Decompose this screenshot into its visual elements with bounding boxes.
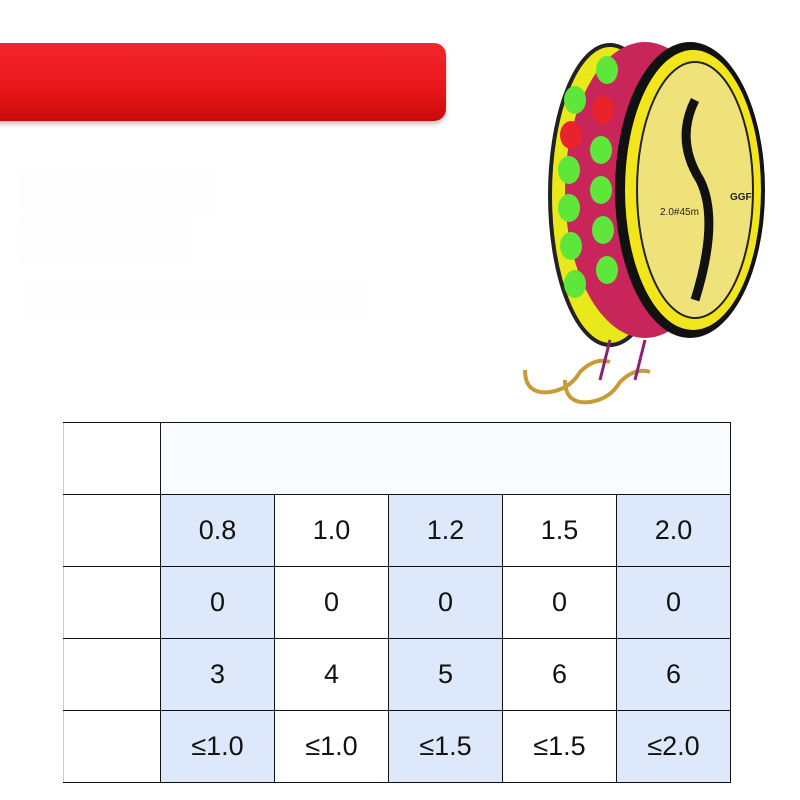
table-cell: 5 xyxy=(388,638,503,711)
table-cell: 4 xyxy=(274,638,389,711)
fishing-line-reel-image: 2.0#45m GGF xyxy=(523,42,765,405)
spec-table: 0.8 1.0 1.2 1.5 2.0 0 0 0 0 0 3 4 5 6 6 … xyxy=(63,422,731,783)
table-cell: ≤1.0 xyxy=(160,710,275,783)
table-cell: ≤1.5 xyxy=(502,710,617,783)
table-row: 0.8 1.0 1.2 1.5 2.0 xyxy=(63,494,731,567)
table-cell: 6 xyxy=(502,638,617,711)
table-cell: 0 xyxy=(616,566,731,639)
table-header-row xyxy=(63,422,731,495)
fishing-hook-icon xyxy=(523,339,651,405)
red-title-banner xyxy=(0,43,446,121)
svg-text:2.0#45m: 2.0#45m xyxy=(660,207,699,218)
table-cell: 0 xyxy=(274,566,389,639)
table-row: 3 4 5 6 6 xyxy=(63,638,731,711)
table-cell: 1.5 xyxy=(502,494,617,567)
table-cell: 6 xyxy=(616,638,731,711)
table-cell: ≤1.5 xyxy=(388,710,503,783)
faded-text-block xyxy=(18,215,193,265)
table-cell: 0 xyxy=(160,566,275,639)
svg-text:GGF: GGF xyxy=(730,192,752,203)
table-cell: 0.8 xyxy=(160,494,275,567)
faded-text-block xyxy=(20,168,215,213)
row-label-cell xyxy=(63,422,161,495)
header-cell xyxy=(160,422,731,495)
faded-text-block xyxy=(25,278,370,316)
table-cell: 1.0 xyxy=(274,494,389,567)
table-cell: 2.0 xyxy=(616,494,731,567)
row-label-cell xyxy=(63,494,161,567)
row-label-cell xyxy=(63,638,161,711)
row-label-cell xyxy=(63,710,161,783)
table-cell: 0 xyxy=(502,566,617,639)
bead-column xyxy=(558,56,618,298)
table-cell: 0 xyxy=(388,566,503,639)
table-cell: 3 xyxy=(160,638,275,711)
table-cell: 1.2 xyxy=(388,494,503,567)
front-reel: 2.0#45m GGF xyxy=(615,42,765,338)
table-row: 0 0 0 0 0 xyxy=(63,566,731,639)
table-cell: ≤1.0 xyxy=(274,710,389,783)
table-row: ≤1.0 ≤1.0 ≤1.5 ≤1.5 ≤2.0 xyxy=(63,710,731,783)
row-label-cell xyxy=(63,566,161,639)
table-cell: ≤2.0 xyxy=(616,710,731,783)
